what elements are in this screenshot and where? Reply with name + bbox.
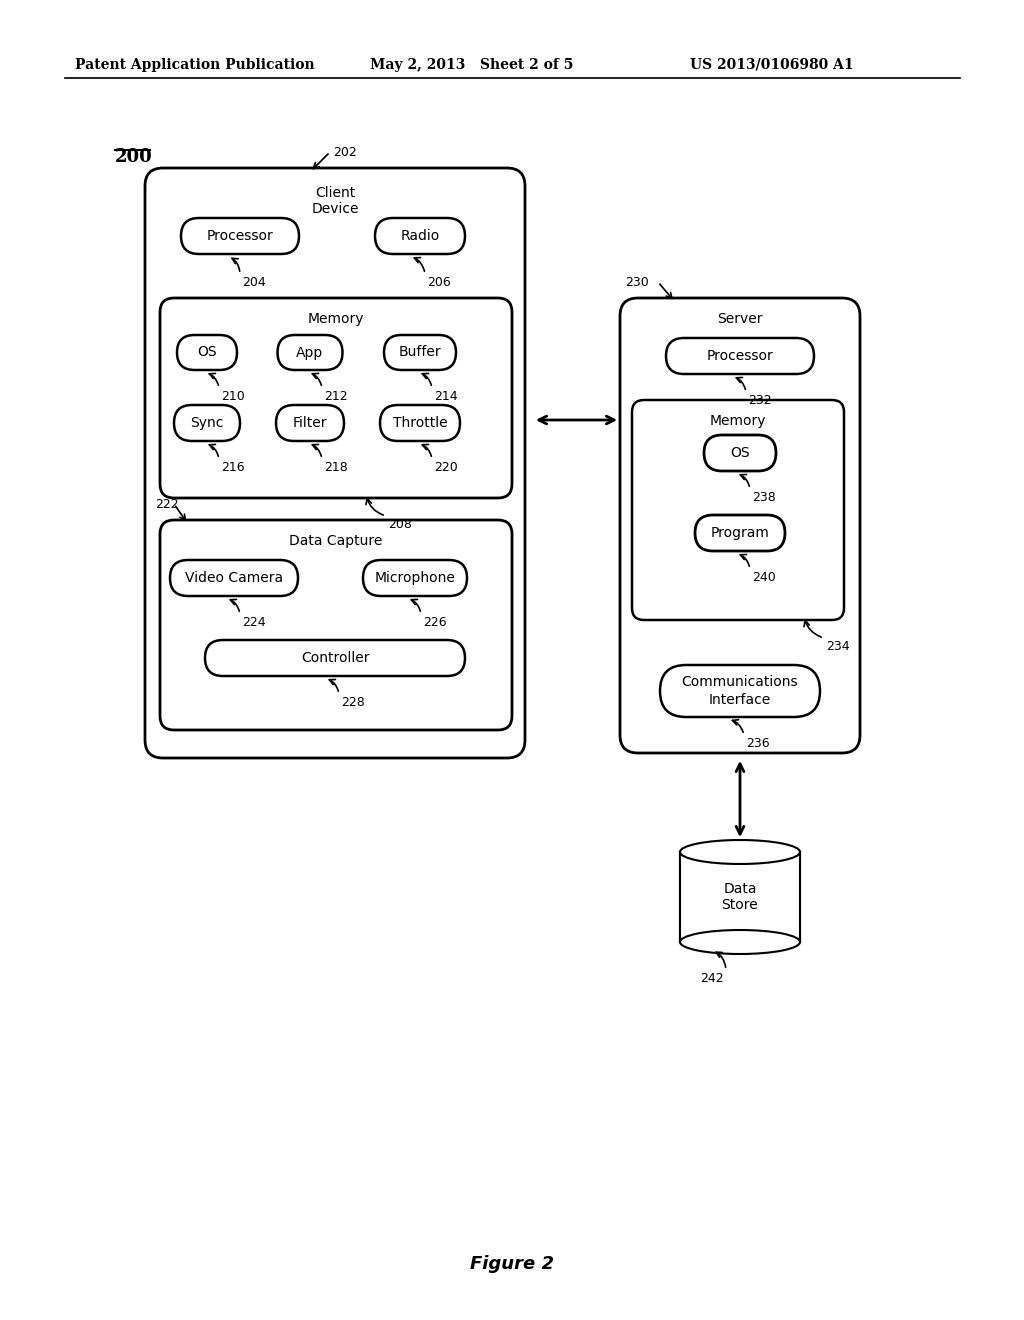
FancyBboxPatch shape bbox=[380, 405, 460, 441]
Text: 212: 212 bbox=[324, 389, 347, 403]
Text: 202: 202 bbox=[333, 145, 356, 158]
Text: Sync: Sync bbox=[190, 416, 223, 430]
Text: Controller: Controller bbox=[301, 651, 370, 665]
Text: 208: 208 bbox=[388, 517, 412, 531]
FancyBboxPatch shape bbox=[362, 560, 467, 597]
FancyBboxPatch shape bbox=[375, 218, 465, 253]
Text: Radio: Radio bbox=[400, 228, 439, 243]
FancyBboxPatch shape bbox=[160, 298, 512, 498]
Ellipse shape bbox=[680, 840, 800, 865]
Text: Patent Application Publication: Patent Application Publication bbox=[75, 58, 314, 73]
FancyBboxPatch shape bbox=[278, 335, 342, 370]
Text: 232: 232 bbox=[748, 393, 772, 407]
Text: Filter: Filter bbox=[293, 416, 328, 430]
FancyBboxPatch shape bbox=[666, 338, 814, 374]
Text: Microphone: Microphone bbox=[375, 572, 456, 585]
Text: Buffer: Buffer bbox=[398, 346, 441, 359]
Text: Data Capture: Data Capture bbox=[290, 535, 383, 548]
Bar bbox=[680, 851, 800, 942]
Text: 220: 220 bbox=[434, 461, 458, 474]
FancyBboxPatch shape bbox=[160, 520, 512, 730]
Text: 214: 214 bbox=[434, 389, 458, 403]
Text: App: App bbox=[296, 346, 324, 359]
Text: 230: 230 bbox=[625, 276, 649, 289]
Text: 224: 224 bbox=[242, 616, 265, 630]
Text: 240: 240 bbox=[752, 572, 776, 583]
Text: 226: 226 bbox=[423, 616, 446, 630]
FancyBboxPatch shape bbox=[181, 218, 299, 253]
Text: OS: OS bbox=[730, 446, 750, 459]
Text: Memory: Memory bbox=[308, 312, 365, 326]
Text: Data
Store: Data Store bbox=[722, 882, 759, 912]
FancyBboxPatch shape bbox=[276, 405, 344, 441]
Text: OS: OS bbox=[198, 346, 217, 359]
Ellipse shape bbox=[680, 931, 800, 954]
Text: 236: 236 bbox=[746, 737, 770, 750]
FancyBboxPatch shape bbox=[177, 335, 237, 370]
Text: Server: Server bbox=[717, 312, 763, 326]
FancyBboxPatch shape bbox=[145, 168, 525, 758]
Text: US 2013/0106980 A1: US 2013/0106980 A1 bbox=[690, 58, 854, 73]
Text: 238: 238 bbox=[752, 491, 776, 504]
Text: Throttle: Throttle bbox=[392, 416, 447, 430]
Text: Processor: Processor bbox=[207, 228, 273, 243]
FancyBboxPatch shape bbox=[174, 405, 240, 441]
Text: 218: 218 bbox=[324, 461, 348, 474]
Text: Memory: Memory bbox=[710, 414, 766, 428]
FancyBboxPatch shape bbox=[620, 298, 860, 752]
Text: Program: Program bbox=[711, 525, 769, 540]
Text: Video Camera: Video Camera bbox=[185, 572, 283, 585]
FancyBboxPatch shape bbox=[205, 640, 465, 676]
Text: 222: 222 bbox=[155, 498, 178, 511]
Text: 206: 206 bbox=[427, 276, 451, 289]
Text: Processor: Processor bbox=[707, 348, 773, 363]
Text: May 2, 2013   Sheet 2 of 5: May 2, 2013 Sheet 2 of 5 bbox=[370, 58, 573, 73]
Text: Communications
Interface: Communications Interface bbox=[682, 676, 799, 706]
Text: 210: 210 bbox=[221, 389, 245, 403]
FancyBboxPatch shape bbox=[384, 335, 456, 370]
Text: Figure 2: Figure 2 bbox=[470, 1255, 554, 1272]
FancyBboxPatch shape bbox=[170, 560, 298, 597]
Text: 228: 228 bbox=[341, 696, 365, 709]
FancyBboxPatch shape bbox=[660, 665, 820, 717]
Text: 216: 216 bbox=[221, 461, 245, 474]
Text: 200: 200 bbox=[115, 148, 153, 166]
Text: 242: 242 bbox=[700, 972, 724, 985]
Text: Client
Device: Client Device bbox=[311, 186, 358, 216]
Text: 234: 234 bbox=[826, 640, 850, 653]
FancyBboxPatch shape bbox=[632, 400, 844, 620]
FancyBboxPatch shape bbox=[695, 515, 785, 550]
Text: 204: 204 bbox=[242, 276, 266, 289]
FancyBboxPatch shape bbox=[705, 436, 776, 471]
